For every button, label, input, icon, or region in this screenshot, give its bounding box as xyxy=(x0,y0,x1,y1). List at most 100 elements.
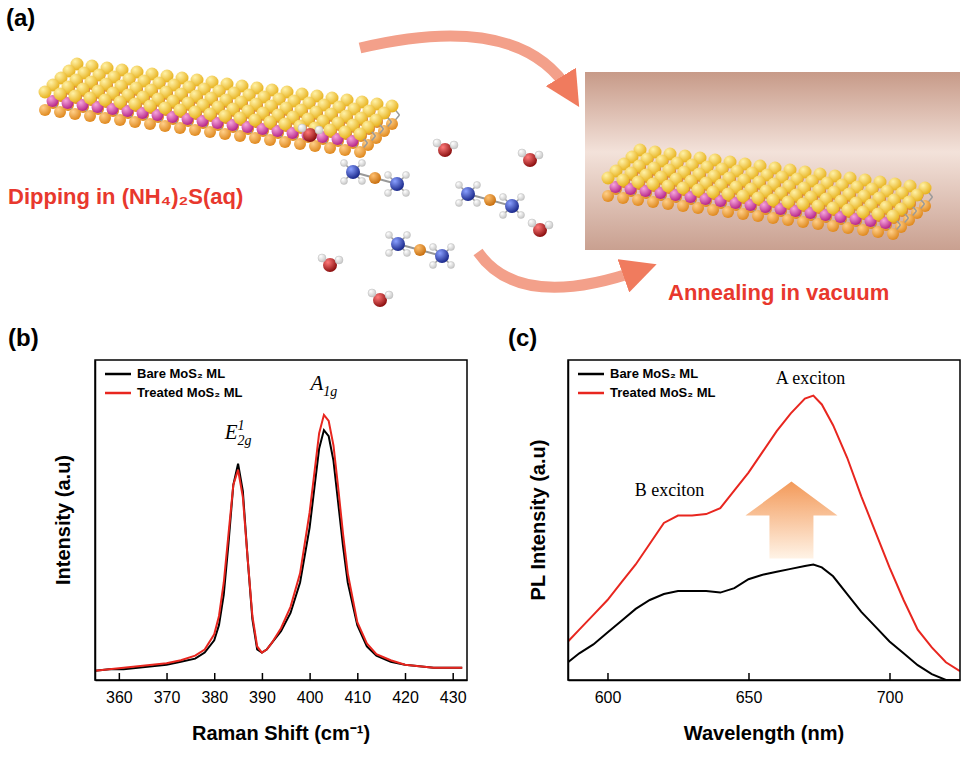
plot-area xyxy=(95,415,462,671)
hydrogen-atom xyxy=(385,190,392,197)
sulfur-top xyxy=(234,112,247,125)
x-tick: 360 xyxy=(106,673,133,706)
legend-swatch xyxy=(578,392,604,395)
x-tick: 600 xyxy=(595,673,622,706)
sulfur-top xyxy=(872,208,885,221)
x-axis: 600650700 xyxy=(569,673,961,706)
sulfur-top xyxy=(84,92,97,105)
hydrogen-atom xyxy=(385,291,393,299)
sulfur-top xyxy=(204,108,217,121)
hydrogen-atom xyxy=(403,172,410,179)
hydrogen-atom xyxy=(403,190,410,197)
molybdenum xyxy=(828,202,840,214)
plot-frame xyxy=(568,360,960,680)
annotation: B exciton xyxy=(635,480,705,500)
water-molecule xyxy=(298,124,323,142)
tick-mark xyxy=(119,673,121,680)
molybdenum xyxy=(633,176,645,188)
annotation-subscript: 1g xyxy=(323,384,337,399)
molybdenum xyxy=(708,186,720,198)
schematic-panel: (a)Dipping in (NH₄)₂S(aq)Annealing in va… xyxy=(6,4,960,307)
sulfur-top xyxy=(827,202,840,215)
tick-label: 600 xyxy=(595,689,622,706)
lattice xyxy=(602,144,933,241)
sulfur-top xyxy=(114,96,127,109)
x-tick: 410 xyxy=(344,673,371,706)
x-axis-title: Raman Shift (cm⁻¹) xyxy=(192,722,370,744)
hydrogen-atom xyxy=(518,194,525,201)
molybdenum xyxy=(190,106,202,118)
molybdenum xyxy=(843,204,855,216)
nitrogen-atom xyxy=(505,199,519,213)
sulfur-top xyxy=(54,88,67,101)
plot-area xyxy=(568,396,960,680)
molybdenum xyxy=(175,104,187,116)
hydrogen-atom xyxy=(341,160,348,167)
hydrogen-atom xyxy=(315,126,323,134)
sulfur-top xyxy=(737,190,750,203)
data-line xyxy=(568,564,960,680)
hydrogen-atom xyxy=(518,149,526,157)
molybdenum xyxy=(873,208,885,220)
lattice xyxy=(39,58,400,159)
x-tick: 380 xyxy=(201,673,228,706)
x-tick: 430 xyxy=(440,673,467,706)
legend: Bare MoS₂ MLTreated MoS₂ ML xyxy=(578,366,716,400)
x-tick: 370 xyxy=(154,673,181,706)
legend-label: Treated MoS₂ ML xyxy=(137,385,243,400)
step-label: Annealing in vacuum xyxy=(668,280,889,305)
molybdenum xyxy=(798,198,810,210)
molybdenum xyxy=(738,190,750,202)
data-line xyxy=(95,415,462,671)
axis-line xyxy=(95,361,97,681)
hydrogen-atom xyxy=(335,256,343,264)
tick-label: 380 xyxy=(201,689,228,706)
sulfur-atom xyxy=(484,194,496,206)
molybdenum xyxy=(888,210,900,222)
tick-label: 700 xyxy=(877,689,904,706)
sulfur-top xyxy=(339,126,352,139)
step-label: Dipping in (NH₄)₂S(aq) xyxy=(8,184,243,209)
hydrogen-atom xyxy=(528,219,536,227)
y-axis-title: Intensity (a.u) xyxy=(52,455,74,585)
process-arrow xyxy=(360,36,570,92)
nitrogen-atom xyxy=(435,249,449,263)
plot-frame xyxy=(95,360,467,680)
annotation: A exciton xyxy=(776,368,846,388)
water-molecule xyxy=(433,139,458,157)
nitrogen-atom xyxy=(346,165,360,179)
hydrogen-atom xyxy=(474,182,481,189)
hydrogen-atom xyxy=(500,212,507,219)
sulfur-top xyxy=(99,94,112,107)
legend: Bare MoS₂ MLTreated MoS₂ ML xyxy=(105,366,243,400)
sulfur-top xyxy=(767,194,780,207)
ammonium-sulfide-molecule xyxy=(386,232,455,269)
molybdenum xyxy=(250,114,262,126)
x-axis: 360370380390400410420430 xyxy=(96,673,468,706)
molybdenum xyxy=(55,88,67,100)
tick-label: 430 xyxy=(440,689,467,706)
annotation: A1g xyxy=(309,371,338,399)
molybdenum xyxy=(220,110,232,122)
tick-mark xyxy=(405,673,407,680)
tick-label: 410 xyxy=(344,689,371,706)
y-axis xyxy=(95,361,96,681)
sulfur-top xyxy=(279,118,292,131)
x-tick: 700 xyxy=(877,673,904,706)
sulfur-top xyxy=(144,100,157,113)
sulfur-top xyxy=(129,98,142,111)
hydrogen-atom xyxy=(456,200,463,207)
axis-line xyxy=(568,361,570,681)
sulfur-top xyxy=(174,104,187,117)
tick-mark xyxy=(452,673,454,680)
molybdenum xyxy=(648,178,660,190)
molybdenum xyxy=(295,120,307,132)
hydrogen-atom xyxy=(385,172,392,179)
legend-swatch xyxy=(578,373,604,376)
molybdenum xyxy=(813,200,825,212)
water-molecule xyxy=(518,149,543,167)
tick-mark xyxy=(262,673,264,680)
hydrogen-atom xyxy=(535,151,543,159)
y-axis xyxy=(568,361,569,681)
sulfur-top xyxy=(617,174,630,187)
